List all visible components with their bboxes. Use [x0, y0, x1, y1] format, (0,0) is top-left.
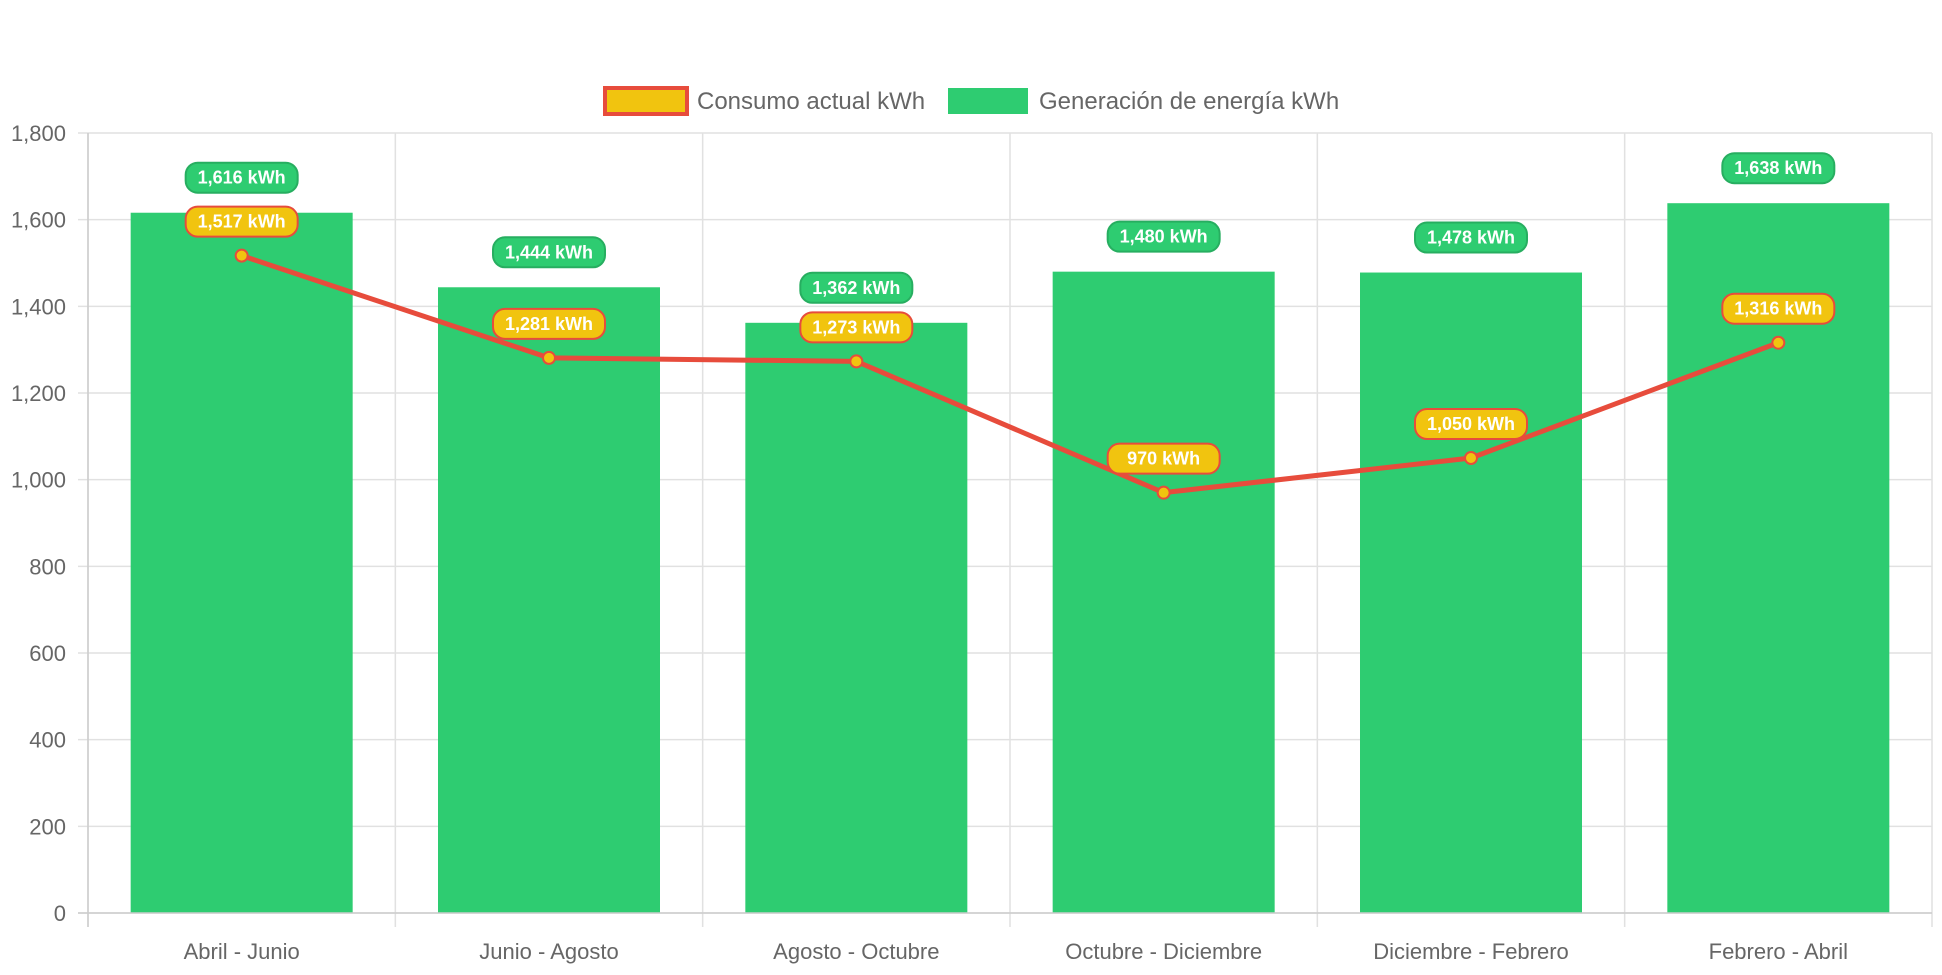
legend-label-generation: Generación de energía kWh: [1039, 88, 1339, 115]
legend-swatch-consumption: [603, 86, 689, 116]
generation-data-label-bg: [799, 271, 914, 304]
consumption-data-label-text: 970 kWh: [1127, 449, 1200, 469]
consumption-data-label: 1,517 kWh: [184, 205, 299, 238]
consumption-data-label-text: 1,316 kWh: [1734, 299, 1822, 319]
consumption-data-label-bg: [1721, 292, 1836, 325]
generation-bar: [745, 322, 968, 913]
generation-data-label-bg: [1721, 152, 1836, 185]
generation-data-label-bg: [1414, 221, 1528, 254]
x-tick-label: Diciembre - Febrero: [1373, 939, 1569, 964]
generation-data-label-text: 1,478 kWh: [1427, 228, 1515, 248]
x-tick-label: Abril - Junio: [184, 939, 300, 964]
consumption-point: [234, 248, 249, 263]
generation-data-label: 1,478 kWh: [1414, 221, 1528, 254]
y-tick-label: 800: [29, 554, 66, 579]
consumption-data-label-text: 1,273 kWh: [812, 317, 900, 337]
generation-bar: [130, 212, 353, 913]
consumption-data-label-bg: [492, 307, 606, 340]
consumption-point: [1156, 485, 1171, 500]
consumption-data-label-text: 1,050 kWh: [1427, 414, 1515, 434]
generation-bar: [438, 287, 660, 913]
generation-bar: [1360, 272, 1582, 913]
generation-data-label-text: 1,638 kWh: [1734, 158, 1822, 178]
legend-item-generation[interactable]: Generación de energía kWh: [948, 88, 1339, 115]
y-tick-label: 1,200: [11, 381, 66, 406]
consumption-line: [234, 248, 1786, 500]
y-tick-label: 0: [54, 901, 66, 926]
consumption-data-label-bg: [1414, 408, 1528, 440]
consumption-data-label: 1,273 kWh: [799, 311, 914, 344]
generation-data-label: 1,480 kWh: [1106, 220, 1221, 253]
legend[interactable]: Consumo actual kWh Generación de energía …: [603, 86, 1339, 116]
y-tick-label: 400: [29, 728, 66, 753]
generation-bar: [1052, 271, 1275, 914]
consumption-data-label-bg: [1106, 442, 1221, 475]
consumption-data-label: 970 kWh: [1106, 442, 1221, 475]
grid: [78, 132, 1933, 927]
consumption-point: [1771, 335, 1786, 350]
y-tick-label: 1,400: [11, 294, 66, 319]
generation-data-label: 1,444 kWh: [492, 236, 606, 269]
generation-data-label-text: 1,444 kWh: [505, 242, 593, 262]
consumption-data-label-text: 1,281 kWh: [505, 314, 593, 334]
y-axis: 0 200 400 600 800 1,000 1,200 1,400 1,600 1,800: [11, 121, 89, 927]
consumption-data-label: 1,316 kWh: [1721, 292, 1836, 325]
consumption-point: [542, 350, 556, 365]
legend-label-consumption: Consumo actual kWh: [697, 88, 925, 115]
data-labels: 1,616 kWh 1,444 kWh 1,362 kWh 1,480 kWh 1,47…: [184, 152, 1836, 475]
generation-data-label-bg: [1106, 220, 1221, 253]
generation-data-label-bg: [492, 236, 606, 269]
consumption-data-label: 1,281 kWh: [492, 307, 606, 340]
generation-data-label: 1,638 kWh: [1721, 152, 1836, 185]
x-tick-label: Octubre - Diciembre: [1065, 939, 1262, 964]
generation-data-label: 1,616 kWh: [184, 161, 299, 194]
legend-item-consumption[interactable]: Consumo actual kWh: [603, 86, 925, 116]
legend-swatch-generation: [948, 88, 1028, 114]
consumption-data-label-bg: [799, 311, 914, 344]
generation-data-label-text: 1,362 kWh: [812, 278, 900, 298]
generation-data-label-text: 1,616 kWh: [198, 168, 286, 188]
generation-data-label: 1,362 kWh: [799, 271, 914, 304]
y-tick-label: 1,600: [11, 208, 66, 233]
consumption-data-label: 1,050 kWh: [1414, 408, 1528, 440]
consumption-line-path: [240, 253, 1780, 496]
x-tick-label: Febrero - Abril: [1709, 939, 1848, 964]
generation-data-label-text: 1,480 kWh: [1120, 227, 1208, 247]
consumption-point: [1464, 451, 1478, 465]
bars: [130, 203, 1890, 914]
x-axis: Abril - Junio Junio - Agosto Agosto - Octu…: [78, 912, 1932, 964]
y-tick-label: 1,800: [11, 121, 66, 146]
x-tick-label: Junio - Agosto: [479, 939, 618, 964]
generation-data-label-bg: [184, 161, 299, 194]
consumption-point: [849, 354, 864, 369]
y-tick-label: 600: [29, 641, 66, 666]
consumption-data-label-text: 1,517 kWh: [198, 212, 286, 232]
consumption-data-label-bg: [184, 205, 299, 238]
y-tick-label: 200: [29, 814, 66, 839]
y-tick-label: 1,000: [11, 468, 66, 493]
x-tick-label: Agosto - Octubre: [773, 939, 939, 964]
